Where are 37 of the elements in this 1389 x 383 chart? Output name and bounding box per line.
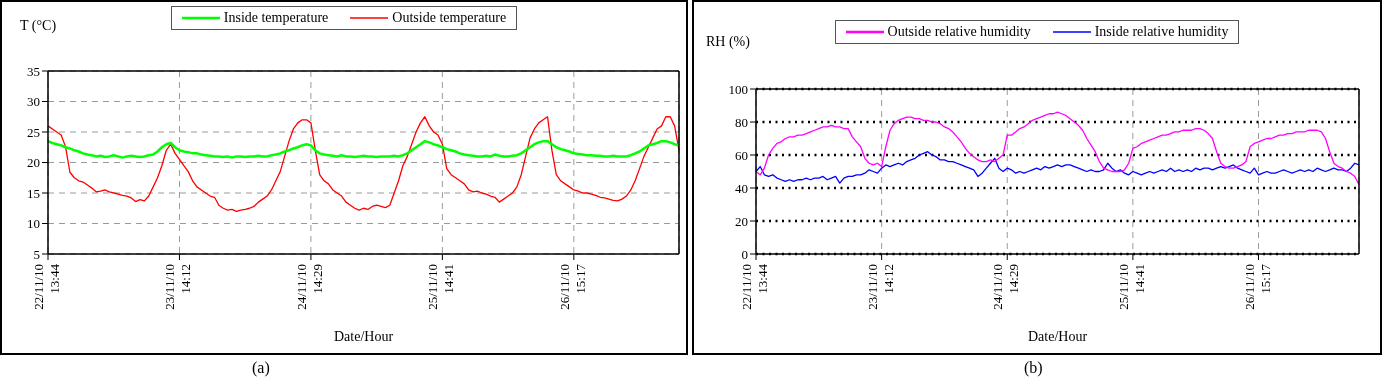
y-tick-label: 25 [27, 124, 40, 140]
y-tick-label: 80 [735, 114, 748, 130]
y-tick-label: 60 [735, 147, 748, 163]
y-tick-label: 20 [27, 155, 40, 171]
legend-label: Inside relative humidity [1094, 24, 1229, 40]
y-axis-title: T (°C) [20, 18, 57, 34]
y-tick-label: 0 [741, 246, 748, 262]
x-tick-label: 22/11/10 13:44 [739, 263, 770, 310]
x-tick-label: 24/11/10 14:29 [990, 264, 1022, 310]
x-axis-title: Date/Hour [333, 329, 394, 344]
y-tick-label: 35 [27, 63, 40, 79]
y-tick-label: 20 [735, 213, 748, 229]
x-tick-label: 25/11/10 14:41 [1115, 264, 1147, 310]
text: (a) [252, 359, 270, 377]
legend-label: Outside relative humidity [887, 24, 1031, 40]
line-series [46, 139, 681, 159]
line-series [47, 116, 680, 212]
line-series [755, 151, 1360, 184]
y-tick-label: 100 [728, 81, 748, 97]
y-axis-title: RH (%) [706, 34, 750, 50]
x-tick-label: 24/11/10 14:29 [293, 264, 325, 310]
text: (b) [1024, 359, 1043, 377]
x-tick-label: 22/11/10 13:44 [31, 263, 62, 310]
x-tick-label: 23/11/10 14:12 [162, 264, 194, 310]
x-tick-label: 25/11/10 14:41 [425, 264, 457, 310]
y-tick-label: 15 [27, 185, 40, 201]
y-tick-label: 5 [33, 246, 40, 262]
legend-label: Inside temperature [223, 10, 329, 26]
legend-label: Outside temperature [392, 10, 507, 26]
x-tick-label: 26/11/10 15:17 [1241, 263, 1273, 310]
x-tick-label: 23/11/10 14:12 [864, 264, 896, 310]
x-tick-label: 26/11/10 15:17 [556, 263, 588, 310]
line-series [755, 111, 1360, 186]
y-tick-label: 30 [27, 94, 40, 110]
x-axis-title: Date/Hour [1027, 329, 1088, 344]
y-tick-label: 40 [735, 180, 748, 196]
y-tick-label: 10 [27, 216, 40, 232]
